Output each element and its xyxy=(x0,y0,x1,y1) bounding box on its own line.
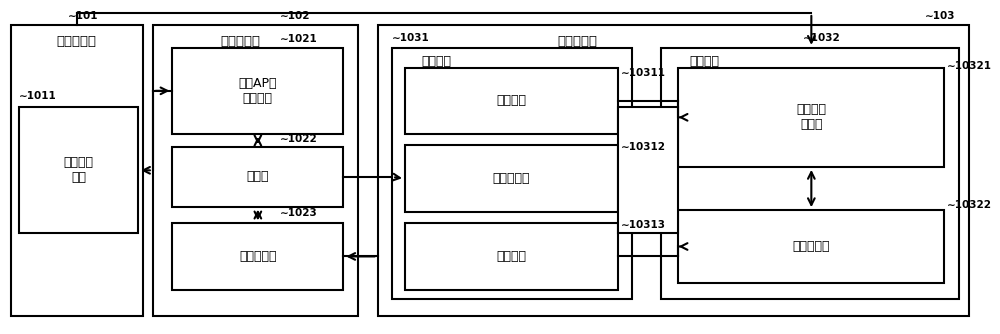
Bar xyxy=(19,107,138,233)
Bar xyxy=(678,210,944,283)
Text: 无线控制器: 无线控制器 xyxy=(239,250,277,263)
Bar xyxy=(172,48,343,134)
Bar xyxy=(618,107,678,233)
Bar xyxy=(378,25,969,316)
Text: ∼1021: ∼1021 xyxy=(280,34,318,44)
Bar xyxy=(392,48,632,300)
Text: ∼1011: ∼1011 xyxy=(19,91,57,101)
Text: 客流分析
子模块: 客流分析 子模块 xyxy=(796,103,826,131)
Text: ∼1022: ∼1022 xyxy=(280,134,318,144)
Text: ∼101: ∼101 xyxy=(68,11,98,21)
Text: 定位模块: 定位模块 xyxy=(421,54,451,67)
Text: ∼10312: ∼10312 xyxy=(621,142,666,152)
Text: 终端应用
软件: 终端应用 软件 xyxy=(64,156,94,184)
Bar xyxy=(678,67,944,167)
Text: ∼1032: ∼1032 xyxy=(803,33,840,43)
Bar xyxy=(172,223,343,290)
Text: ∼102: ∼102 xyxy=(280,11,310,21)
Bar xyxy=(11,25,143,316)
Bar xyxy=(405,223,618,290)
Bar xyxy=(172,147,343,207)
Bar xyxy=(153,25,358,316)
Text: 定位引擎: 定位引擎 xyxy=(496,94,526,107)
Bar xyxy=(405,67,618,134)
Text: 定位数据库: 定位数据库 xyxy=(493,172,530,185)
Text: 服务子系统: 服务子系统 xyxy=(558,35,598,48)
Bar xyxy=(405,146,618,212)
Text: ∼10311: ∼10311 xyxy=(621,67,666,77)
Text: ∼1031: ∼1031 xyxy=(392,33,430,43)
Text: 交换机: 交换机 xyxy=(247,170,269,183)
Text: 无线子系统: 无线子系统 xyxy=(221,35,261,48)
Text: 运营子模块: 运营子模块 xyxy=(793,240,830,253)
Text: ∼10321: ∼10321 xyxy=(947,61,992,71)
Bar xyxy=(661,48,959,300)
Text: ∼1023: ∼1023 xyxy=(280,208,318,218)
Text: 服务模块: 服务模块 xyxy=(690,54,720,67)
Text: ∼10322: ∼10322 xyxy=(947,200,992,210)
Text: 热点AP、
定位模块: 热点AP、 定位模块 xyxy=(239,77,277,105)
Text: ∼103: ∼103 xyxy=(925,11,955,21)
Text: ∼10313: ∼10313 xyxy=(621,220,666,230)
Text: 地图引擎: 地图引擎 xyxy=(496,250,526,263)
Text: 应用子系统: 应用子系统 xyxy=(57,35,97,48)
